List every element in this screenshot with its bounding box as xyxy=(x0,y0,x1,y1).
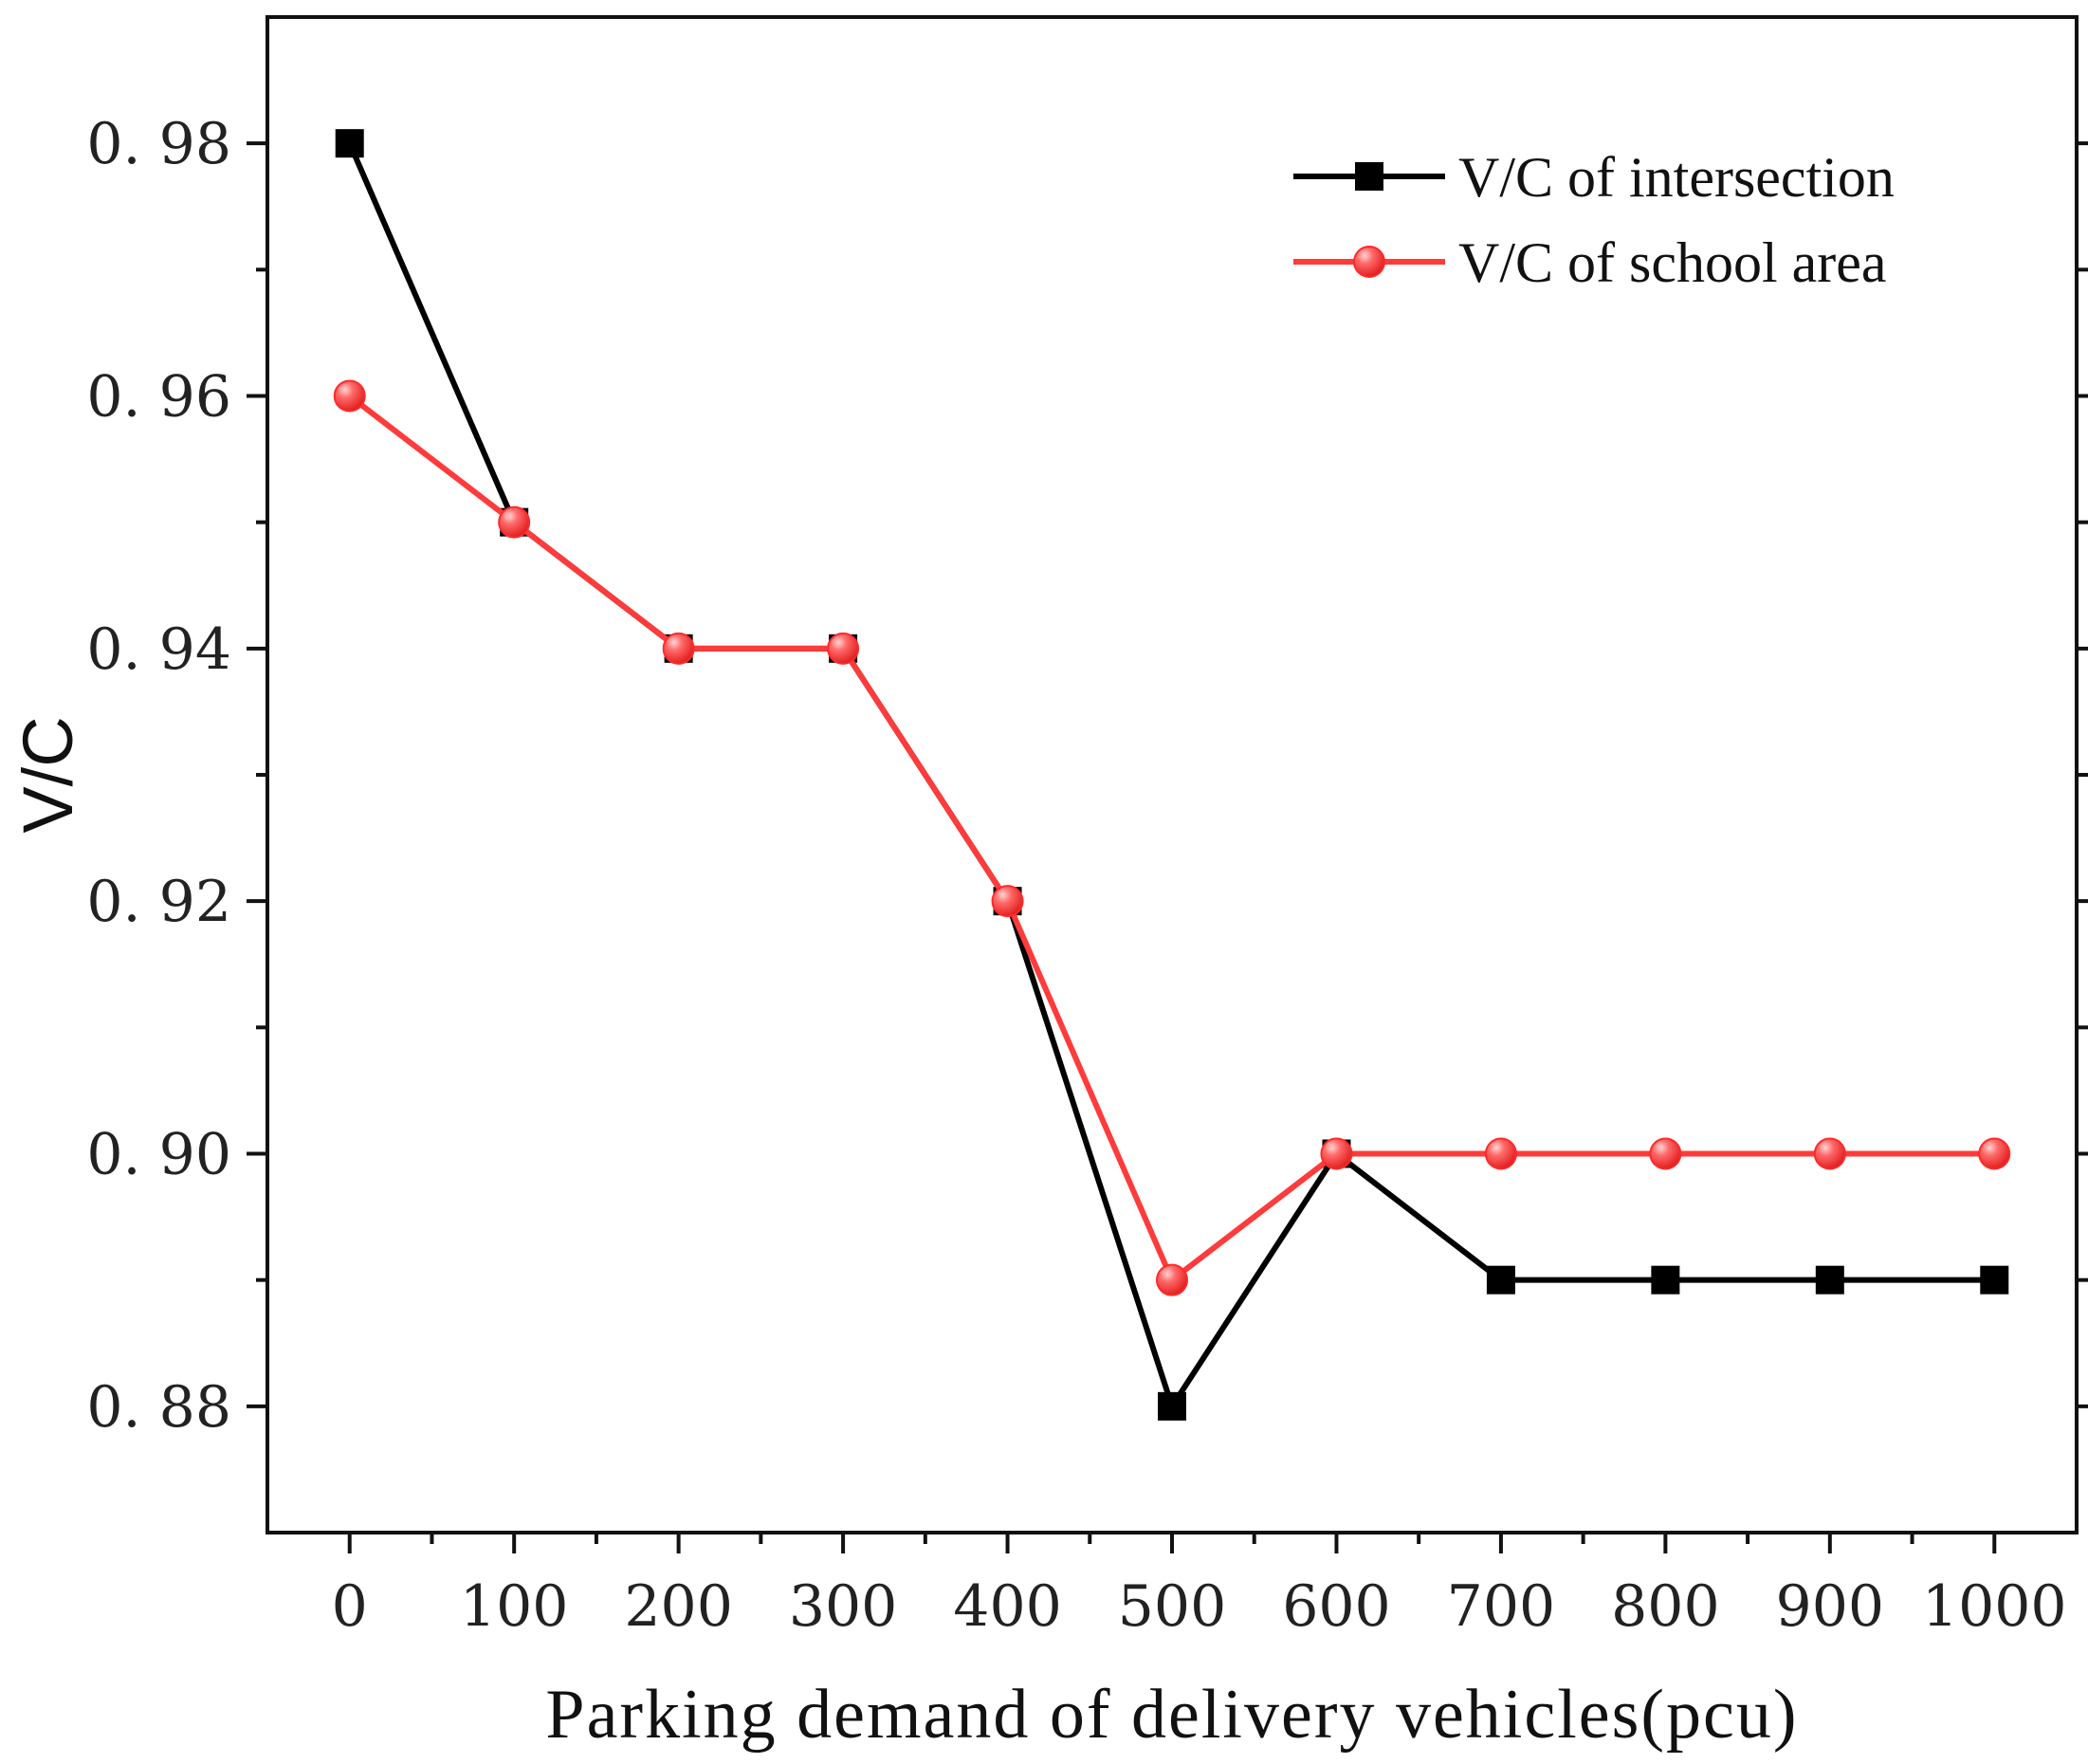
x-tick-label: 500 xyxy=(1118,1573,1227,1640)
x-tick-label: 0 xyxy=(332,1573,368,1640)
legend-label: V/C of school area xyxy=(1458,231,1887,294)
data-point xyxy=(1651,1265,1680,1295)
data-point xyxy=(333,379,366,413)
legend: V/C of intersection V/C of school area xyxy=(1293,146,1895,294)
data-point xyxy=(1980,1265,2009,1295)
data-point xyxy=(1649,1137,1682,1170)
x-tick-label: 100 xyxy=(460,1573,569,1640)
data-point xyxy=(1158,1391,1186,1421)
legend-marker xyxy=(1355,162,1383,191)
series-line xyxy=(347,394,1995,1283)
data-point xyxy=(498,505,531,539)
series-school-area xyxy=(333,379,2011,1296)
legend-label: V/C of intersection xyxy=(1458,146,1895,209)
y-tick-label: 0. 92 xyxy=(86,869,231,935)
x-tick-label: 800 xyxy=(1611,1573,1720,1640)
data-point xyxy=(1978,1137,2011,1170)
x-tick-label: 200 xyxy=(624,1573,733,1640)
data-point xyxy=(1486,1265,1515,1295)
series-line xyxy=(346,141,1995,1409)
data-point xyxy=(1156,1263,1188,1296)
series-intersection xyxy=(335,129,2009,1421)
legend-marker xyxy=(1353,246,1385,278)
y-axis-title: V/C xyxy=(9,716,87,833)
data-point xyxy=(335,129,364,158)
x-tick-label: 900 xyxy=(1776,1573,1885,1640)
series-layer xyxy=(333,129,2011,1421)
data-point xyxy=(1815,1265,1844,1295)
y-tick-label: 0. 98 xyxy=(86,111,231,177)
data-point xyxy=(1484,1137,1517,1170)
ticks-layer: 0 100 200 300 400 500 600 700 800 900 1000 0. 88 0. … xyxy=(86,111,2088,1640)
x-tick-label: 300 xyxy=(789,1573,898,1640)
data-point xyxy=(991,885,1024,918)
x-tick-label: 400 xyxy=(953,1573,1062,1640)
data-point xyxy=(1813,1137,1846,1170)
y-tick-label: 0. 88 xyxy=(86,1374,231,1441)
x-tick-label: 1000 xyxy=(1922,1573,2067,1640)
x-tick-label: 700 xyxy=(1447,1573,1556,1640)
y-tick-label: 0. 94 xyxy=(86,616,231,683)
y-tick-label: 0. 90 xyxy=(86,1122,231,1188)
x-tick-label: 600 xyxy=(1282,1573,1391,1640)
x-axis-title: Parking demand of delivery vehicles(pcu) xyxy=(545,1676,1798,1754)
data-point xyxy=(1320,1137,1353,1170)
data-point xyxy=(662,632,695,665)
y-tick-label: 0. 96 xyxy=(86,364,231,431)
data-point xyxy=(827,632,860,665)
